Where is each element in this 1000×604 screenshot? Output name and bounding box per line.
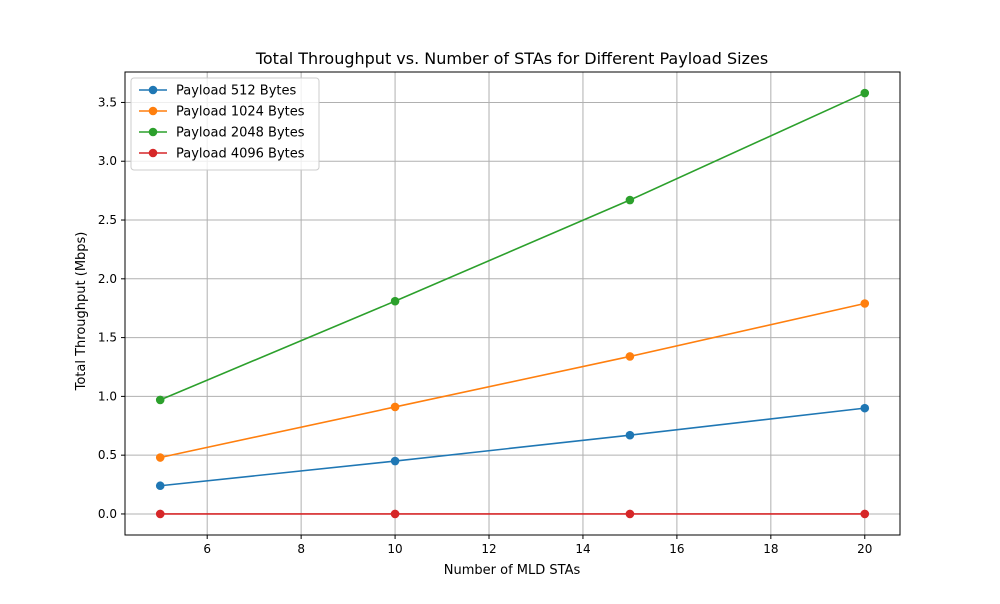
legend-box: [130, 77, 320, 171]
data-point: [860, 509, 870, 519]
plot-area-frame: [124, 71, 901, 536]
data-point: [625, 509, 635, 519]
x-tick-label: 18: [763, 542, 778, 556]
series-line: [160, 407, 865, 487]
series-3: [155, 88, 870, 405]
x-tick-label: 12: [481, 542, 496, 556]
y-tick-label: 3.0: [98, 154, 117, 168]
data-point: [390, 402, 400, 412]
series-1: [155, 403, 870, 491]
legend-marker: [148, 148, 158, 158]
chart-title: Total Throughput vs. Number of STAs for …: [255, 49, 768, 68]
y-tick-label: 2.0: [98, 272, 117, 286]
x-tick-label: 8: [297, 542, 305, 556]
data-point: [155, 481, 165, 491]
data-point: [625, 352, 635, 361]
series-line: [160, 302, 865, 459]
y-axis-label: Total Throughput (Mbps): [74, 232, 89, 392]
y-tick-label: 0.5: [98, 448, 117, 462]
data-point: [155, 509, 165, 519]
data-point: [625, 430, 635, 440]
x-tick-label: 10: [387, 542, 402, 556]
y-tick-label: 3.5: [98, 95, 117, 109]
x-tick-label: 20: [857, 542, 872, 556]
data-point: [860, 403, 870, 413]
legend-marker: [148, 127, 158, 137]
data-point: [860, 88, 870, 98]
y-tick-label: 2.5: [98, 213, 117, 227]
data-point: [860, 299, 870, 308]
legend: Payload 512 Bytes Payload 1024 Bytes Paylo…: [130, 77, 320, 171]
legend-label: Payload 2048 Bytes: [176, 126, 305, 141]
data-point: [390, 456, 400, 466]
x-tick-label: 16: [669, 542, 684, 556]
series-4: [155, 509, 870, 519]
legend-label: Payload 512 Bytes: [176, 84, 296, 99]
data-point: [155, 453, 165, 462]
legend-label: Payload 4096 Bytes: [176, 147, 305, 162]
x-axis-label: Number of MLD STAs: [444, 563, 581, 578]
series-line: [159, 92, 866, 401]
data-point: [390, 509, 400, 519]
axis-ticks: 6 8 10 12 14 16 18 20 0.0 0.5 1.0 1.5 2.0 2.5 3.0 3.5: [98, 95, 873, 556]
y-tick-label: 1.0: [98, 389, 117, 403]
series-lines: [155, 88, 870, 519]
data-point: [390, 296, 400, 306]
y-tick-label: 1.5: [98, 331, 117, 345]
legend-marker: [148, 106, 158, 116]
x-tick-label: 6: [203, 542, 211, 556]
series-2: [155, 299, 870, 462]
legend-marker: [148, 85, 158, 95]
y-tick-label: 0.0: [98, 507, 117, 521]
x-tick-label: 14: [575, 542, 590, 556]
legend-label: Payload 1024 Bytes: [176, 105, 305, 120]
data-point: [625, 195, 635, 205]
data-point: [155, 395, 165, 405]
